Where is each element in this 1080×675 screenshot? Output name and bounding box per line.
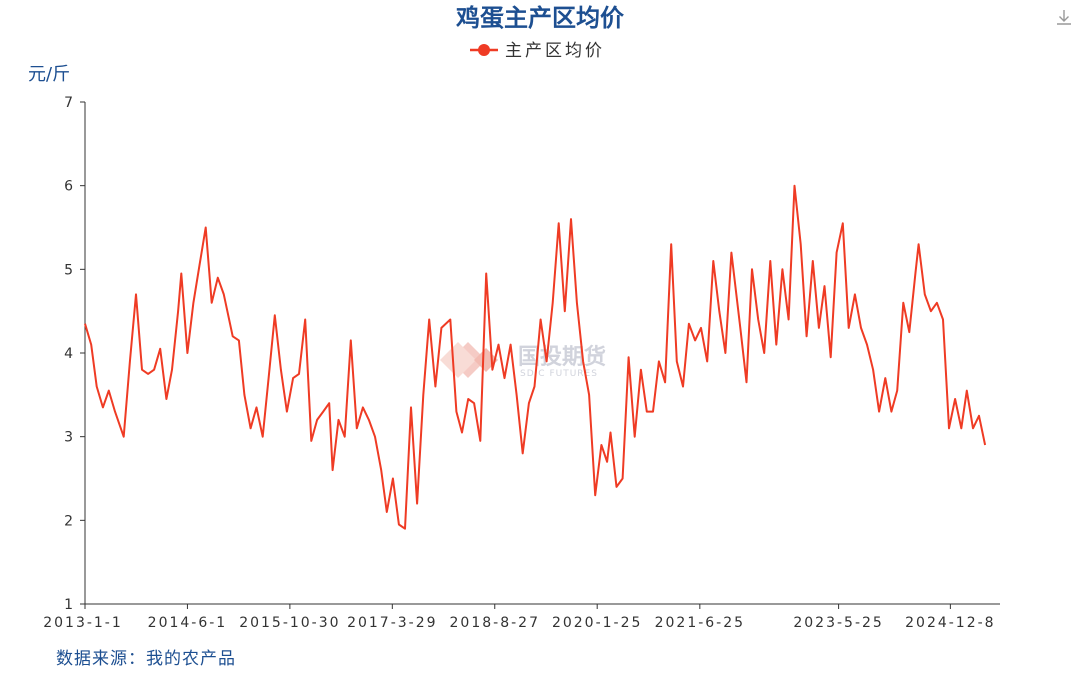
x-tick-label: 2015-10-30 [239,615,340,631]
y-tick-label: 6 [64,179,73,195]
x-tick-label: 2023-5-25 [793,615,883,631]
x-tick-label: 2014-6-1 [148,615,228,631]
legend-label: 主产区均价 [505,41,605,61]
x-tick-label: 2018-8-27 [450,615,540,631]
y-tick-label: 7 [64,95,73,111]
legend[interactable]: 主产区均价 [470,41,605,61]
x-axis: 2013-1-1 2014-6-1 2015-10-30 2017-3-29 2018-… [43,603,1000,631]
svg-text:国投期货: 国投期货 [518,344,606,370]
y-tick-label: 3 [64,430,73,446]
chart-title: 鸡蛋主产区均价 [455,4,625,32]
download-icon[interactable] [1052,5,1076,29]
x-tick-label: 2021-6-25 [655,615,745,631]
y-tick-label: 2 [64,513,73,529]
y-axis: 1 2 3 4 5 6 7 [64,95,86,613]
x-tick-label: 2020-1-25 [552,615,642,631]
y-tick-label: 5 [64,262,73,278]
y-axis-unit: 元/斤 [28,64,70,85]
svg-text:SDIC FUTURES: SDIC FUTURES [520,369,598,379]
legend-dot-swatch [478,44,490,56]
x-tick-label: 2024-12-8 [905,615,995,631]
x-tick-label: 2017-3-29 [347,615,437,631]
y-tick-label: 1 [64,597,73,613]
series-line-egg-price [84,184,987,530]
x-tick-label: 2013-1-1 [43,615,123,631]
data-source: 数据来源：我的农产品 [56,649,236,669]
y-tick-label: 4 [64,346,73,362]
